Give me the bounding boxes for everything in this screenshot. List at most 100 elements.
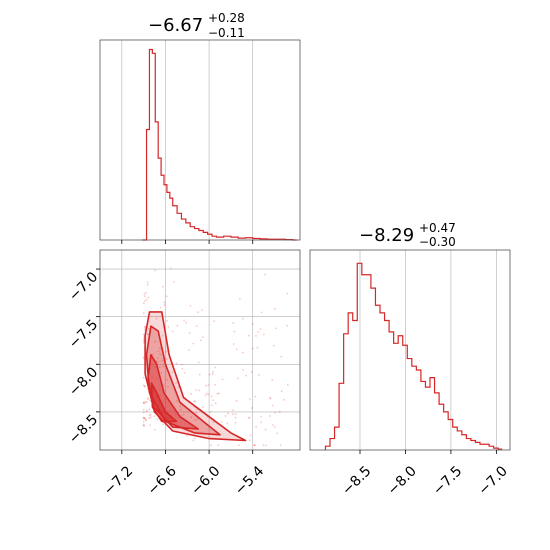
scatter-point (142, 312, 145, 315)
scatter-point (153, 428, 156, 431)
scatter-point (269, 397, 271, 399)
scatter-point (188, 349, 190, 352)
scatter-point (195, 325, 198, 327)
histogram-panel-param2: −8.5 −8.0 −7.5 −7.0 −8.29 +0.47 −0.30 (309, 221, 511, 499)
scatter-point (204, 384, 207, 387)
scatter-point (142, 376, 145, 379)
scatter-point (157, 350, 160, 352)
scatter-point (251, 323, 254, 326)
scatter-point (210, 444, 213, 447)
scatter-point (148, 414, 151, 417)
scatter-point (183, 319, 186, 322)
scatter-point (217, 444, 220, 447)
scatter-point (199, 339, 202, 342)
scatter-point (166, 386, 169, 389)
scatter-point (144, 385, 146, 388)
scatter-point (214, 383, 216, 386)
scatter-point (214, 402, 217, 405)
scatter-point (242, 368, 244, 371)
scatter-point (260, 311, 263, 314)
scatter-point (274, 411, 276, 414)
scatter-point (273, 307, 276, 310)
scatter-point (273, 426, 276, 429)
contour-core (150, 382, 178, 423)
scatter-point (182, 413, 185, 416)
scatter-point (254, 395, 257, 398)
scatter-point (144, 295, 146, 298)
scatter-point (198, 373, 201, 376)
scatter-point (259, 328, 262, 330)
scatter-point (142, 411, 145, 414)
scatter-point (183, 372, 186, 375)
scatter-point (283, 398, 286, 401)
scatter-point (233, 330, 236, 333)
scatter-point (286, 324, 289, 327)
title-plus: +0.28 (208, 11, 245, 25)
y-tick-label: −7.5 (66, 317, 101, 352)
scatter-point (162, 384, 165, 387)
x-tick-label: −8.0 (385, 463, 420, 498)
scatter-point (204, 394, 207, 397)
scatter-point (226, 422, 229, 425)
scatter-point (144, 325, 146, 328)
scatter-point (195, 412, 198, 414)
x-tick-label: −7.0 (475, 463, 510, 498)
scatter-point (269, 397, 272, 400)
scatter-point (271, 404, 274, 407)
contour-lines (144, 311, 247, 442)
scatter-point (202, 406, 204, 409)
scatter-point (161, 334, 164, 337)
scatter-point (209, 411, 212, 413)
scatter-point (151, 353, 154, 356)
scatter-point (185, 321, 187, 324)
scatter-point (180, 414, 183, 417)
y-tick-label: −8.5 (66, 412, 101, 447)
y-ticks: −7.0 −7.5 −8.0 −8.5 (66, 268, 101, 447)
scatter-point (160, 372, 163, 374)
scatter-point (180, 363, 183, 366)
scatter-point (144, 325, 147, 328)
scatter-point (260, 421, 263, 424)
scatter-point (211, 373, 214, 375)
scatter-point (157, 361, 159, 363)
scatter-point (165, 350, 168, 353)
x-ticks (121, 240, 254, 244)
scatter-point (145, 418, 147, 421)
scatter-point (227, 412, 229, 415)
scatter-point (192, 342, 195, 345)
scatter-point (154, 340, 157, 343)
scatter-point (177, 385, 180, 388)
scatter-point (167, 326, 170, 328)
grid-lines (121, 40, 254, 240)
scatter-point (194, 419, 197, 421)
scatter-point (258, 374, 260, 376)
scatter-point (163, 304, 166, 306)
scatter-point (163, 301, 166, 304)
scatter-point (253, 444, 256, 447)
scatter-point (145, 291, 147, 294)
scatter-point (166, 378, 169, 381)
scatter-point (181, 367, 184, 370)
scatter-point (142, 333, 145, 336)
scatter-point (145, 419, 148, 422)
scatter-point (142, 341, 145, 344)
scatter-point (195, 389, 198, 392)
scatter-point (143, 300, 146, 303)
scatter-point (264, 428, 267, 431)
scatter-point (197, 311, 200, 314)
scatter-point (146, 281, 149, 284)
scatter-point (148, 408, 151, 411)
scatter-point (262, 444, 265, 447)
scatter-point (278, 410, 281, 413)
scatter-point (148, 424, 151, 426)
y-tick-label: −7.0 (66, 269, 101, 304)
scatter-point (210, 395, 213, 398)
scatter-point (143, 293, 146, 295)
scatter-point (241, 351, 244, 354)
scatter-point (145, 298, 148, 301)
x-tick-label: −6.0 (188, 463, 223, 498)
scatter-point (217, 392, 220, 395)
scatter-point (210, 404, 213, 407)
scatter-point (238, 444, 240, 447)
x-ticks: −8.5 −8.0 −7.5 −7.0 (339, 450, 511, 499)
